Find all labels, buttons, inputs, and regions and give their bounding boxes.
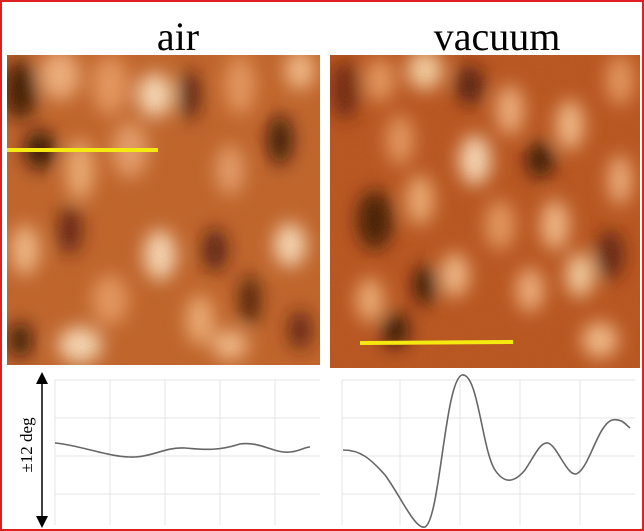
vacuum-profile xyxy=(342,374,631,528)
scale-label: ±12 deg xyxy=(17,417,36,473)
vacuum-image xyxy=(330,55,640,368)
panel-title: air xyxy=(157,14,199,59)
panel-title: vacuum xyxy=(434,14,561,59)
air-image xyxy=(7,55,320,365)
grid xyxy=(54,379,635,525)
air-profile xyxy=(54,442,311,458)
